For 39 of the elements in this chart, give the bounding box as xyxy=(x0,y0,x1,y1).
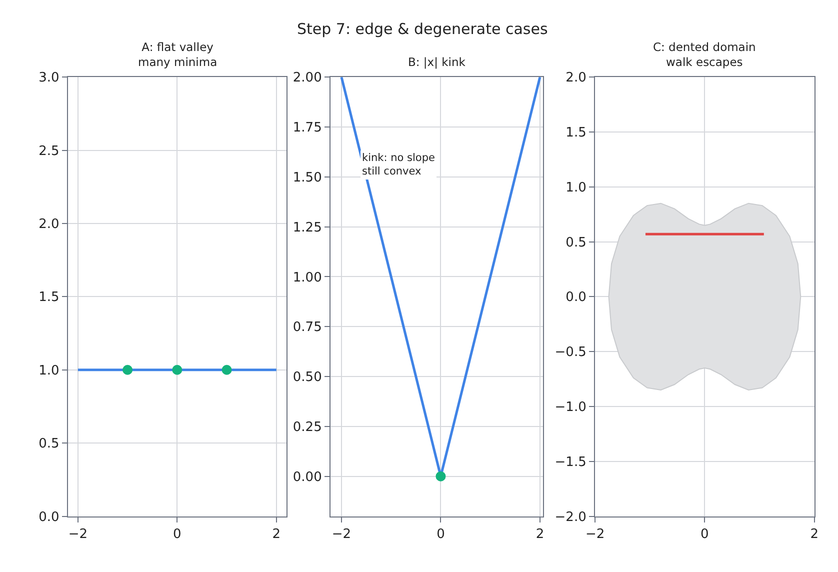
y-tick-label: −1.0 xyxy=(554,400,586,416)
x-tick-label: 0 xyxy=(436,526,445,542)
y-tick-label: 0.50 xyxy=(292,370,322,386)
y-tick-label: 1.50 xyxy=(292,170,322,186)
y-tick-label: 2.0 xyxy=(38,217,60,232)
y-tick-label: 0.0 xyxy=(38,510,60,525)
x-tick-label: −2 xyxy=(585,526,605,542)
y-tick-label: 1.5 xyxy=(38,290,60,306)
y-tick-label: 0.75 xyxy=(292,320,322,336)
annotation: kink: no slope still convex xyxy=(362,152,435,178)
x-tick-label: 0 xyxy=(173,526,182,542)
y-tick-label: 2.00 xyxy=(292,70,322,86)
y-tick-label: −1.5 xyxy=(554,454,586,470)
chart-subtitle: B: |x| kink xyxy=(408,55,466,69)
y-tick-label: 1.5 xyxy=(566,126,586,141)
y-tick-label: 0.00 xyxy=(292,470,322,485)
y-tick-label: −0.5 xyxy=(554,345,586,360)
chart-subtitle: A: flat valley many minima xyxy=(138,40,218,69)
y-tick-label: 3.0 xyxy=(38,70,60,86)
x-tick-label: 2 xyxy=(810,526,818,542)
y-tick-label: −2.0 xyxy=(554,510,586,525)
x-tick-label: −2 xyxy=(68,526,88,542)
chart-subtitle: C: dented domain walk escapes xyxy=(653,40,756,69)
y-tick-label: 0.5 xyxy=(566,235,586,250)
y-tick-label: 2.0 xyxy=(566,70,586,86)
y-tick-label: 2.5 xyxy=(38,144,60,159)
y-tick-label: 0.25 xyxy=(292,420,322,435)
y-tick-label: 1.0 xyxy=(38,363,60,378)
y-tick-label: 1.25 xyxy=(292,220,322,236)
x-tick-label: −2 xyxy=(332,526,352,542)
y-tick-label: 1.00 xyxy=(292,270,322,286)
x-tick-label: 0 xyxy=(700,526,709,542)
y-tick-label: 0.5 xyxy=(38,436,60,452)
y-tick-label: 1.75 xyxy=(292,120,322,136)
x-tick-label: 2 xyxy=(536,526,544,542)
y-tick-label: 1.0 xyxy=(566,180,586,196)
chart-title: Step 7: edge & degenerate cases xyxy=(297,20,548,38)
x-tick-label: 2 xyxy=(272,526,281,542)
y-tick-label: 0.0 xyxy=(566,290,586,306)
